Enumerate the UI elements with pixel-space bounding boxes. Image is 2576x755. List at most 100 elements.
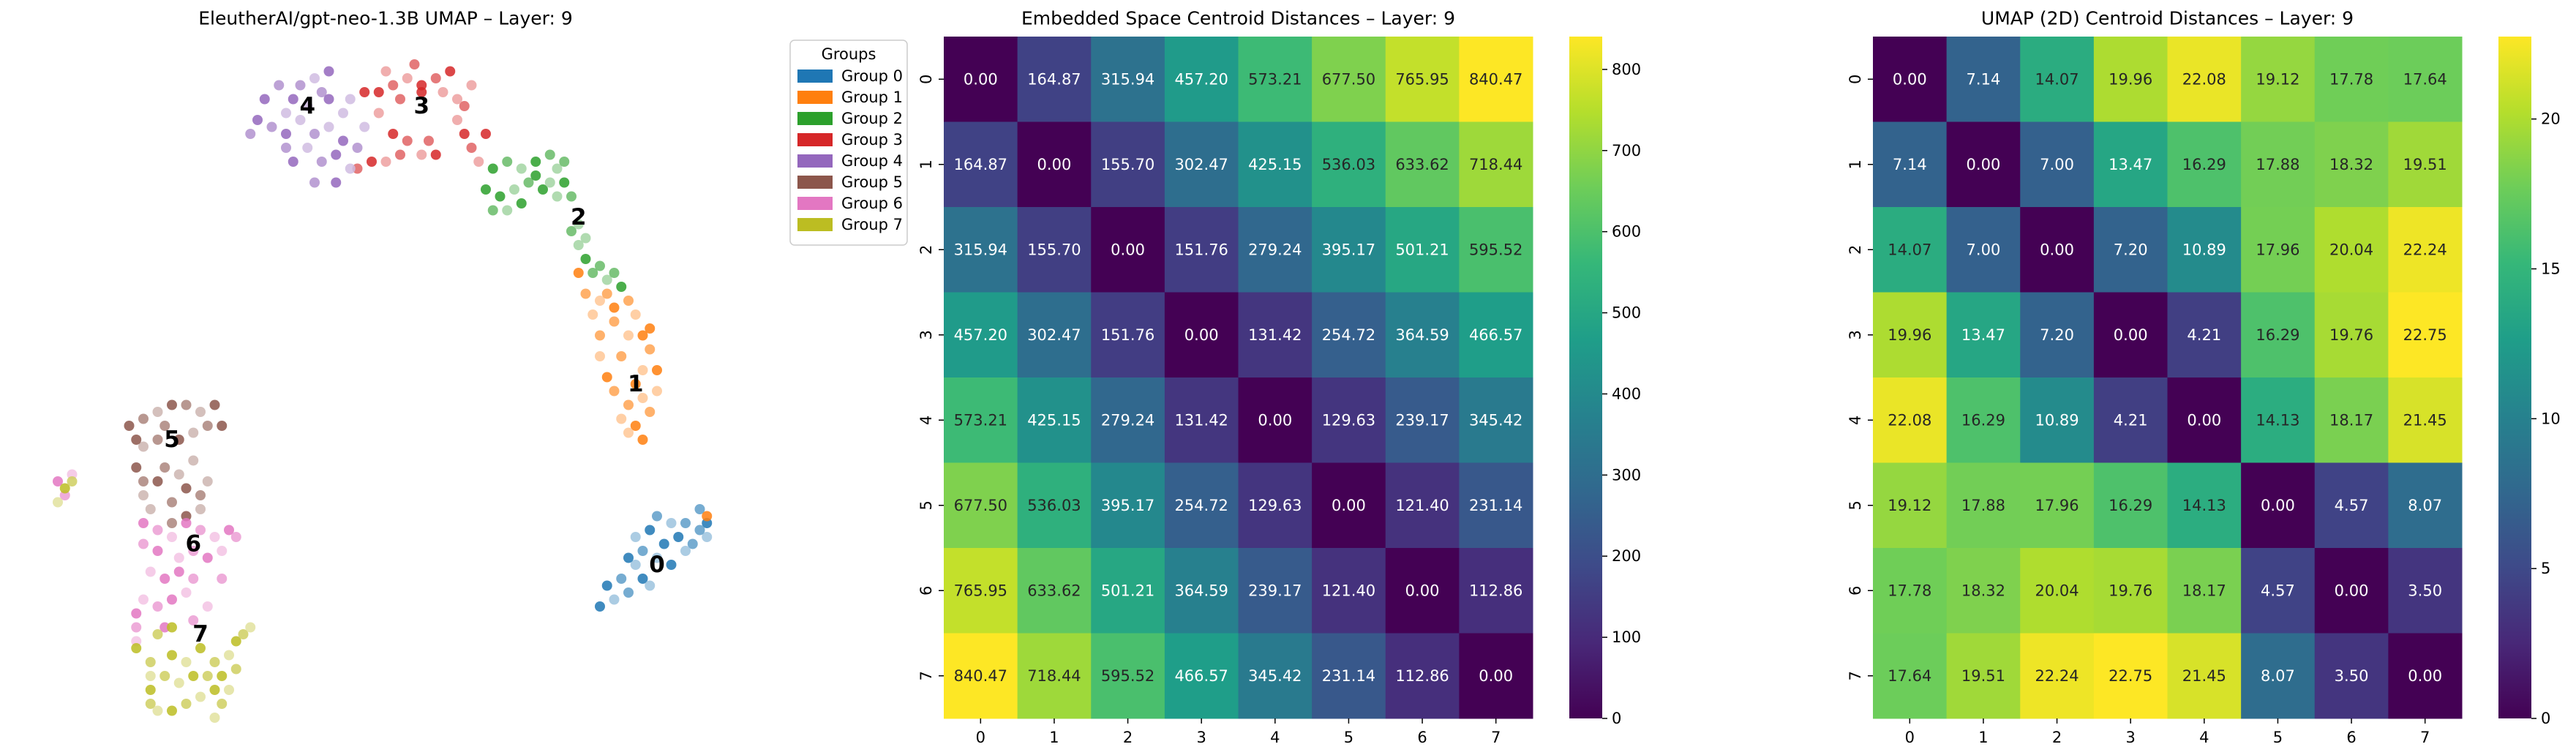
umapdist-cell-2-3: [2093, 207, 2168, 293]
scatter-point-group-4: [302, 143, 313, 153]
scatter-point-group-6: [138, 518, 149, 528]
scatter-point-group-1: [587, 309, 598, 320]
umapdist-cell-value-2-3: 7.20: [2114, 241, 2148, 258]
scatter-point-group-0: [694, 525, 705, 536]
umapdist-y-tick-label: 7: [1847, 671, 1864, 680]
scatter-point-group-5: [138, 476, 149, 487]
umapdist-cell-4-4: [2167, 378, 2242, 463]
scatter-point-group-1: [645, 323, 656, 334]
legend-swatch-group-7: [797, 218, 833, 231]
scatter-point-group-7: [230, 664, 241, 675]
scatter-point-group-7: [181, 699, 192, 709]
umapdist-cell-value-4-6: 18.17: [2329, 411, 2373, 429]
cluster-label-4: 4: [299, 93, 315, 119]
scatter-point-group-7: [173, 677, 184, 688]
embed-colorbar-tick-label: 0: [1612, 710, 1621, 727]
legend-entry-group-4: Group 4: [841, 152, 903, 170]
umapdist-cell-value-4-0: 22.08: [1888, 411, 1931, 429]
umapdist-cell-5-1: [1946, 462, 2021, 549]
embed-cell-2-5: [1312, 207, 1386, 293]
embed-title: Embedded Space Centroid Distances – Laye…: [1021, 8, 1455, 29]
umapdist-cell-1-6: [2314, 121, 2389, 208]
scatter-point-group-3: [373, 108, 384, 119]
umapdist-cell-5-5: [2241, 462, 2316, 549]
scatter-point-group-4: [316, 157, 327, 167]
scatter-point-group-7: [209, 657, 220, 667]
embed-cell-2-7: [1459, 207, 1533, 293]
scatter-point-group-3: [409, 59, 420, 70]
scatter-point-group-6: [173, 566, 184, 577]
scatter-point-group-5: [152, 476, 163, 487]
scatter-point-group-7: [224, 685, 234, 695]
umapdist-cell-value-7-2: 22.24: [2035, 667, 2079, 685]
scatter-point-group-5: [173, 435, 184, 445]
legend-swatch-group-2: [797, 112, 833, 125]
embed-cell-value-7-4: 345.42: [1248, 667, 1302, 685]
embed-cell-value-5-5: 0.00: [1332, 497, 1366, 514]
scatter-point-group-5: [188, 427, 199, 438]
scatter-point-group-7: [152, 629, 163, 639]
scatter-point-group-0: [687, 538, 698, 549]
umapdist-y-tick-label: 4: [1847, 416, 1864, 425]
scatter-point-group-6: [159, 622, 170, 633]
embed-cell-value-5-1: 536.03: [1027, 497, 1081, 514]
embed-cell-2-2: [1091, 207, 1165, 293]
scatter-point-group-4: [309, 73, 320, 83]
umapdist-cell-value-6-3: 19.76: [2109, 582, 2152, 599]
embed-cell-value-3-2: 151.76: [1101, 326, 1154, 344]
groups-legend: Groups Group 0 Group 1 Group 2 Group 3 Group …: [789, 40, 908, 246]
umapdist-cell-value-1-5: 17.88: [2256, 156, 2299, 173]
umapdist-cell-0-3: [2093, 37, 2168, 122]
scatter-point-group-2: [487, 163, 498, 174]
scatter-point-group-4: [281, 143, 291, 153]
embed-cell-value-5-6: 121.40: [1395, 497, 1449, 514]
scatter-point-group-2: [509, 184, 519, 195]
scatter-point-group-2: [573, 240, 584, 250]
embed-cell-5-3: [1164, 462, 1239, 549]
scatter-point-group-0: [694, 504, 705, 514]
scatter-point-group-7: [217, 699, 228, 709]
embed-cell-5-0: [944, 462, 1018, 549]
scatter-point-group-3: [416, 149, 427, 160]
embed-cell-5-7: [1459, 462, 1533, 549]
scatter-point-group-6: [209, 532, 220, 542]
scatter-point-group-3: [359, 87, 370, 97]
scatter-point-group-2: [502, 205, 513, 216]
scatter-point-group-2: [530, 157, 541, 167]
scatter-point-group-5: [217, 421, 228, 431]
scatter-point-group-7: [145, 685, 156, 695]
umapdist-cell-value-3-2: 7.20: [2040, 326, 2074, 344]
scatter-point-group-3: [452, 115, 462, 125]
embed-cell-0-7: [1459, 37, 1533, 122]
embed-colorbar: [1569, 37, 1602, 718]
scatter-point-group-1: [637, 330, 648, 341]
scatter-point-group-3: [430, 73, 441, 83]
legend-title: Groups: [822, 45, 876, 63]
legend-entry-group-2: Group 2: [841, 110, 903, 127]
umapdist-cell-6-7: [2388, 548, 2463, 634]
scatter-point-group-7: [167, 705, 177, 716]
embed-y-tick-label: 3: [917, 330, 935, 339]
scatter-point-group-4: [295, 115, 306, 125]
legend-swatch-group-5: [797, 176, 833, 189]
scatter-point-group-3: [424, 135, 434, 146]
umapdist-cell-value-5-0: 19.12: [1888, 497, 1931, 514]
scatter-point-group-4: [323, 66, 334, 77]
umapdist-cell-value-7-6: 3.50: [2335, 667, 2369, 685]
umapdist-cell-3-2: [2020, 292, 2095, 378]
scatter-point-group-3: [367, 157, 377, 167]
umapdist-cell-value-4-3: 4.21: [2114, 411, 2148, 429]
umapdist-cell-5-0: [1873, 462, 1948, 549]
umapdist-cell-value-5-6: 4.57: [2335, 497, 2369, 514]
umapdist-cell-7-4: [2167, 633, 2242, 719]
embed-cell-value-1-1: 0.00: [1037, 156, 1072, 173]
scatter-point-group-7: [145, 699, 156, 709]
umapdist-cell-value-7-3: 22.75: [2109, 667, 2152, 685]
umapdist-cell-2-0: [1873, 207, 1948, 293]
scatter-point-group-2: [516, 163, 527, 174]
cluster-label-5: 5: [164, 427, 180, 453]
umapdist-cell-0-4: [2167, 37, 2242, 122]
embed-cell-4-5: [1312, 378, 1386, 463]
scatter-point-group-3: [388, 80, 399, 91]
embed-cell-value-2-3: 151.76: [1174, 241, 1228, 258]
